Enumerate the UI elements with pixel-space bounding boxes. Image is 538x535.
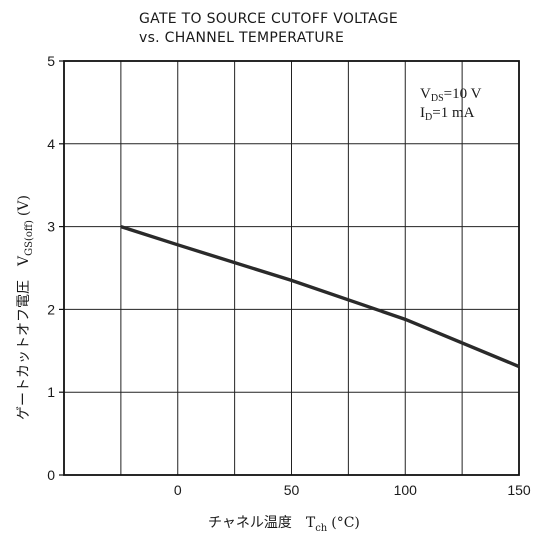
- chart-title: GATE TO SOURCE CUTOFF VOLTAGE: [139, 11, 398, 27]
- plot-frame: [63, 60, 520, 476]
- x-tick-label: 150: [507, 482, 531, 498]
- y-tick-label: 2: [47, 301, 55, 317]
- annotation-id: ID=1 mA: [420, 105, 475, 123]
- x-tick-label: 100: [394, 482, 418, 498]
- condition-annotation: VDS=10 V ID=1 mA: [420, 86, 482, 123]
- annotation-vds: VDS=10 V: [420, 86, 482, 104]
- series-layer: [120, 224, 520, 369]
- x-axis-label: チャネル温度 Tch (°C): [208, 515, 360, 534]
- y-tick-label: 4: [47, 136, 55, 152]
- y-tick-label: 0: [47, 467, 55, 483]
- y-axis-label: ゲートカットオフ電圧 VGS(off)(V): [16, 195, 35, 420]
- x-tick-label: 0: [174, 482, 182, 498]
- chart-subtitle: vs. CHANNEL TEMPERATURE: [139, 30, 344, 46]
- y-tick-label: 3: [47, 219, 55, 235]
- grid: [64, 61, 519, 475]
- x-tick-label: 50: [284, 482, 300, 498]
- y-tick-label: 1: [47, 384, 55, 400]
- y-tick-label: 5: [47, 53, 55, 69]
- series-line: [120, 224, 520, 369]
